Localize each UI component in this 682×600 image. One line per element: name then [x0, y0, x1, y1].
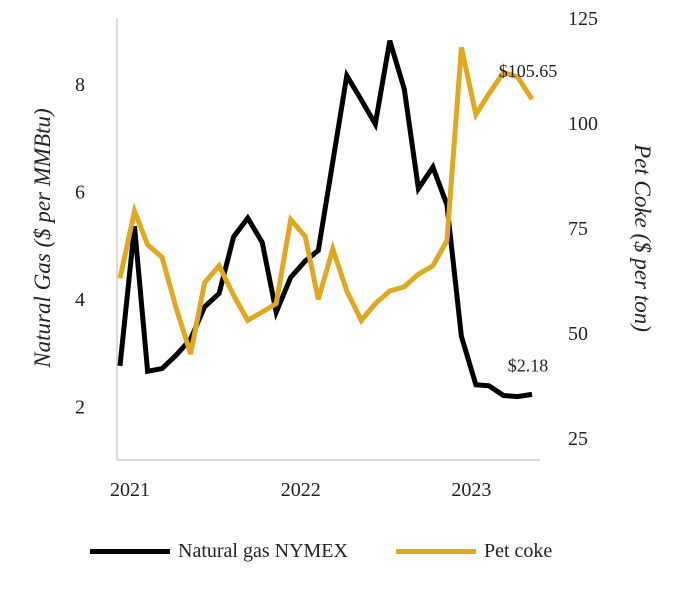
legend-swatch-natural-gas [90, 549, 170, 554]
legend-item-natural-gas: Natural gas NYMEX [90, 540, 348, 563]
x-tick-labels: 2021 2022 2023 [110, 479, 491, 501]
legend-swatch-pet-coke [395, 549, 476, 554]
data-label: $2.18 [508, 355, 549, 375]
right-y-tick-label: 75 [568, 218, 588, 240]
series-line-pet-coke [117, 46, 535, 355]
right-y-tick-labels: 25 50 75 100 125 [568, 8, 598, 450]
series-lines [117, 39, 535, 400]
right-y-tick-label: 25 [568, 428, 588, 450]
left-y-tick-label: 8 [75, 74, 85, 96]
left-y-tick-label: 4 [75, 289, 85, 311]
right-y-tick-label: 100 [568, 113, 598, 135]
right-y-tick-label: 125 [568, 8, 598, 30]
right-y-axis-title: Pet Coke ($ per ton) [630, 143, 655, 332]
data-labels: $105.65 $2.18 [499, 61, 558, 375]
x-tick-label: 2023 [451, 479, 491, 501]
right-y-tick-label: 50 [568, 323, 588, 345]
legend-item-pet-coke: Pet coke [395, 540, 553, 563]
data-label: $105.65 [499, 61, 558, 81]
legend-label-pet-coke: Pet coke [483, 540, 553, 562]
left-y-tick-label: 6 [75, 181, 85, 203]
left-y-axis-title: Natural Gas ($ per MMBtu) [30, 108, 55, 368]
x-tick-label: 2021 [110, 479, 150, 501]
left-y-tick-labels: 2 4 6 8 [75, 74, 85, 419]
left-y-tick-label: 2 [75, 396, 85, 418]
legend-label-natural-gas: Natural gas NYMEX [178, 540, 348, 562]
legend: Natural gas NYMEX Pet coke [90, 540, 600, 563]
x-tick-label: 2022 [281, 479, 321, 501]
